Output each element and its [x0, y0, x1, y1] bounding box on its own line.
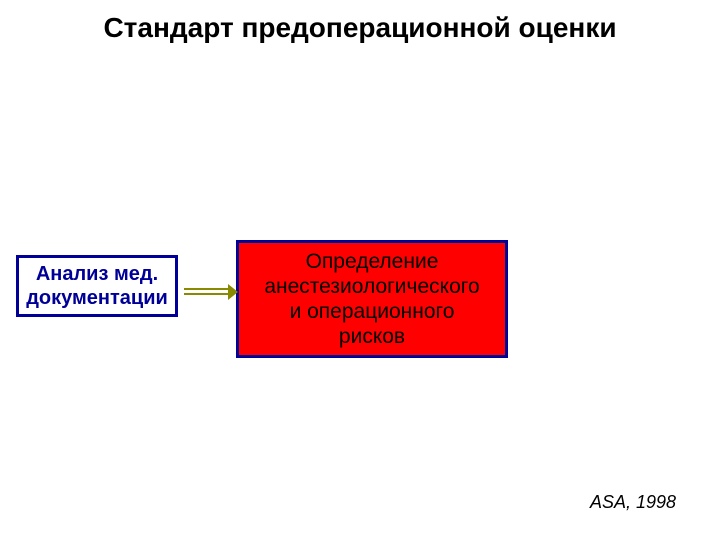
node-analysis: Анализ мед. документации	[16, 255, 178, 317]
arrow-shaft-bottom	[184, 293, 228, 295]
arrow-analysis-to-risk	[184, 284, 236, 301]
slide-title: Стандарт предоперационной оценки	[0, 12, 720, 44]
node-risk-definition: Определение анестезиологического и опера…	[236, 240, 508, 358]
node-analysis-label: Анализ мед. документации	[26, 262, 168, 310]
arrow-shaft-top	[184, 288, 228, 290]
arrow-head-icon	[228, 284, 238, 300]
node-risk-definition-label: Определение анестезиологического и опера…	[264, 249, 479, 350]
citation-text: ASA, 1998	[590, 492, 676, 513]
